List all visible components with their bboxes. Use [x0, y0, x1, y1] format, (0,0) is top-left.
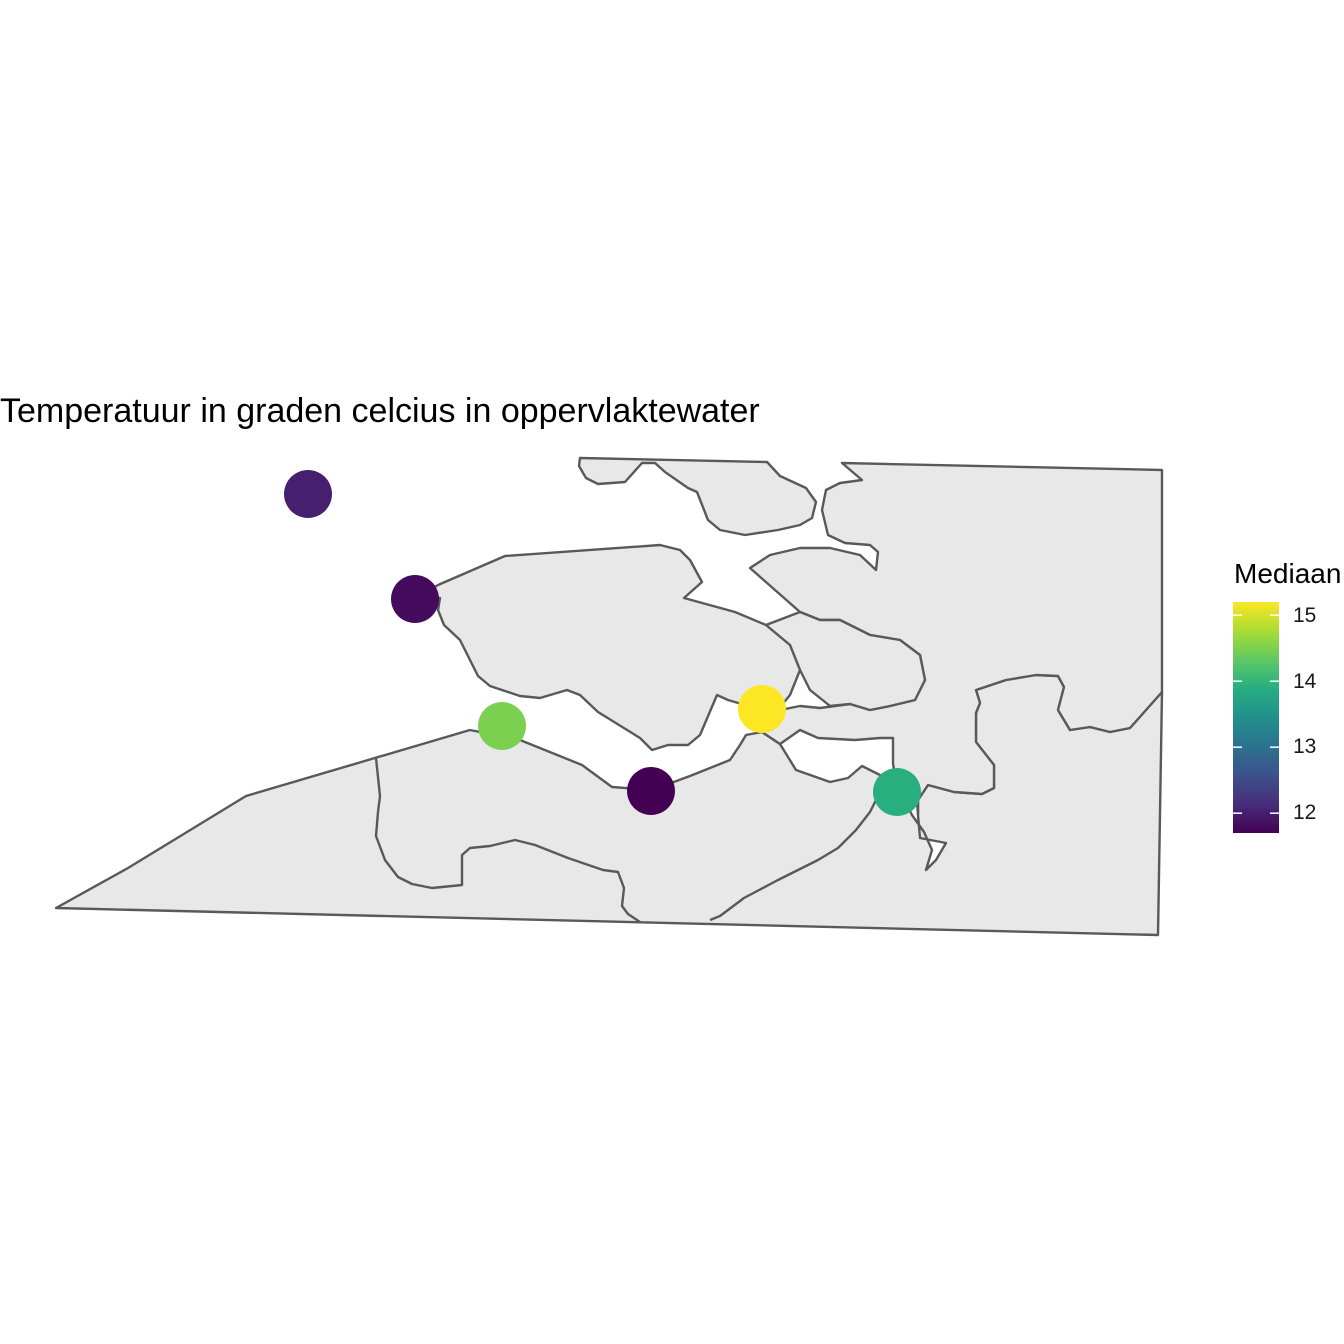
station-marker[interactable]	[478, 702, 526, 750]
land-top-island	[577, 456, 818, 537]
legend-ticks	[1233, 614, 1279, 814]
color-legend	[1233, 602, 1279, 833]
station-marker[interactable]	[738, 685, 786, 733]
land-middle-island	[414, 543, 927, 752]
border-layer	[374, 757, 886, 923]
station-marker[interactable]	[284, 470, 332, 518]
border-inland-west	[374, 757, 641, 923]
legend-title: Mediaan	[1234, 558, 1342, 589]
land-northeast	[748, 461, 1164, 817]
land-layer	[54, 456, 1164, 937]
legend-label-12: 12	[1293, 801, 1317, 824]
legend-label-14: 14	[1293, 670, 1317, 693]
station-marker[interactable]	[873, 768, 921, 816]
border-inland-east	[709, 785, 886, 922]
station-layer	[284, 470, 921, 816]
map-title: Temperatuur in graden celcius in oppervl…	[0, 392, 760, 430]
legend-label-15: 15	[1293, 604, 1317, 627]
legend-colorbar	[1233, 602, 1279, 833]
station-marker[interactable]	[627, 767, 675, 815]
station-marker[interactable]	[391, 575, 439, 623]
legend-label-13: 13	[1293, 735, 1317, 758]
